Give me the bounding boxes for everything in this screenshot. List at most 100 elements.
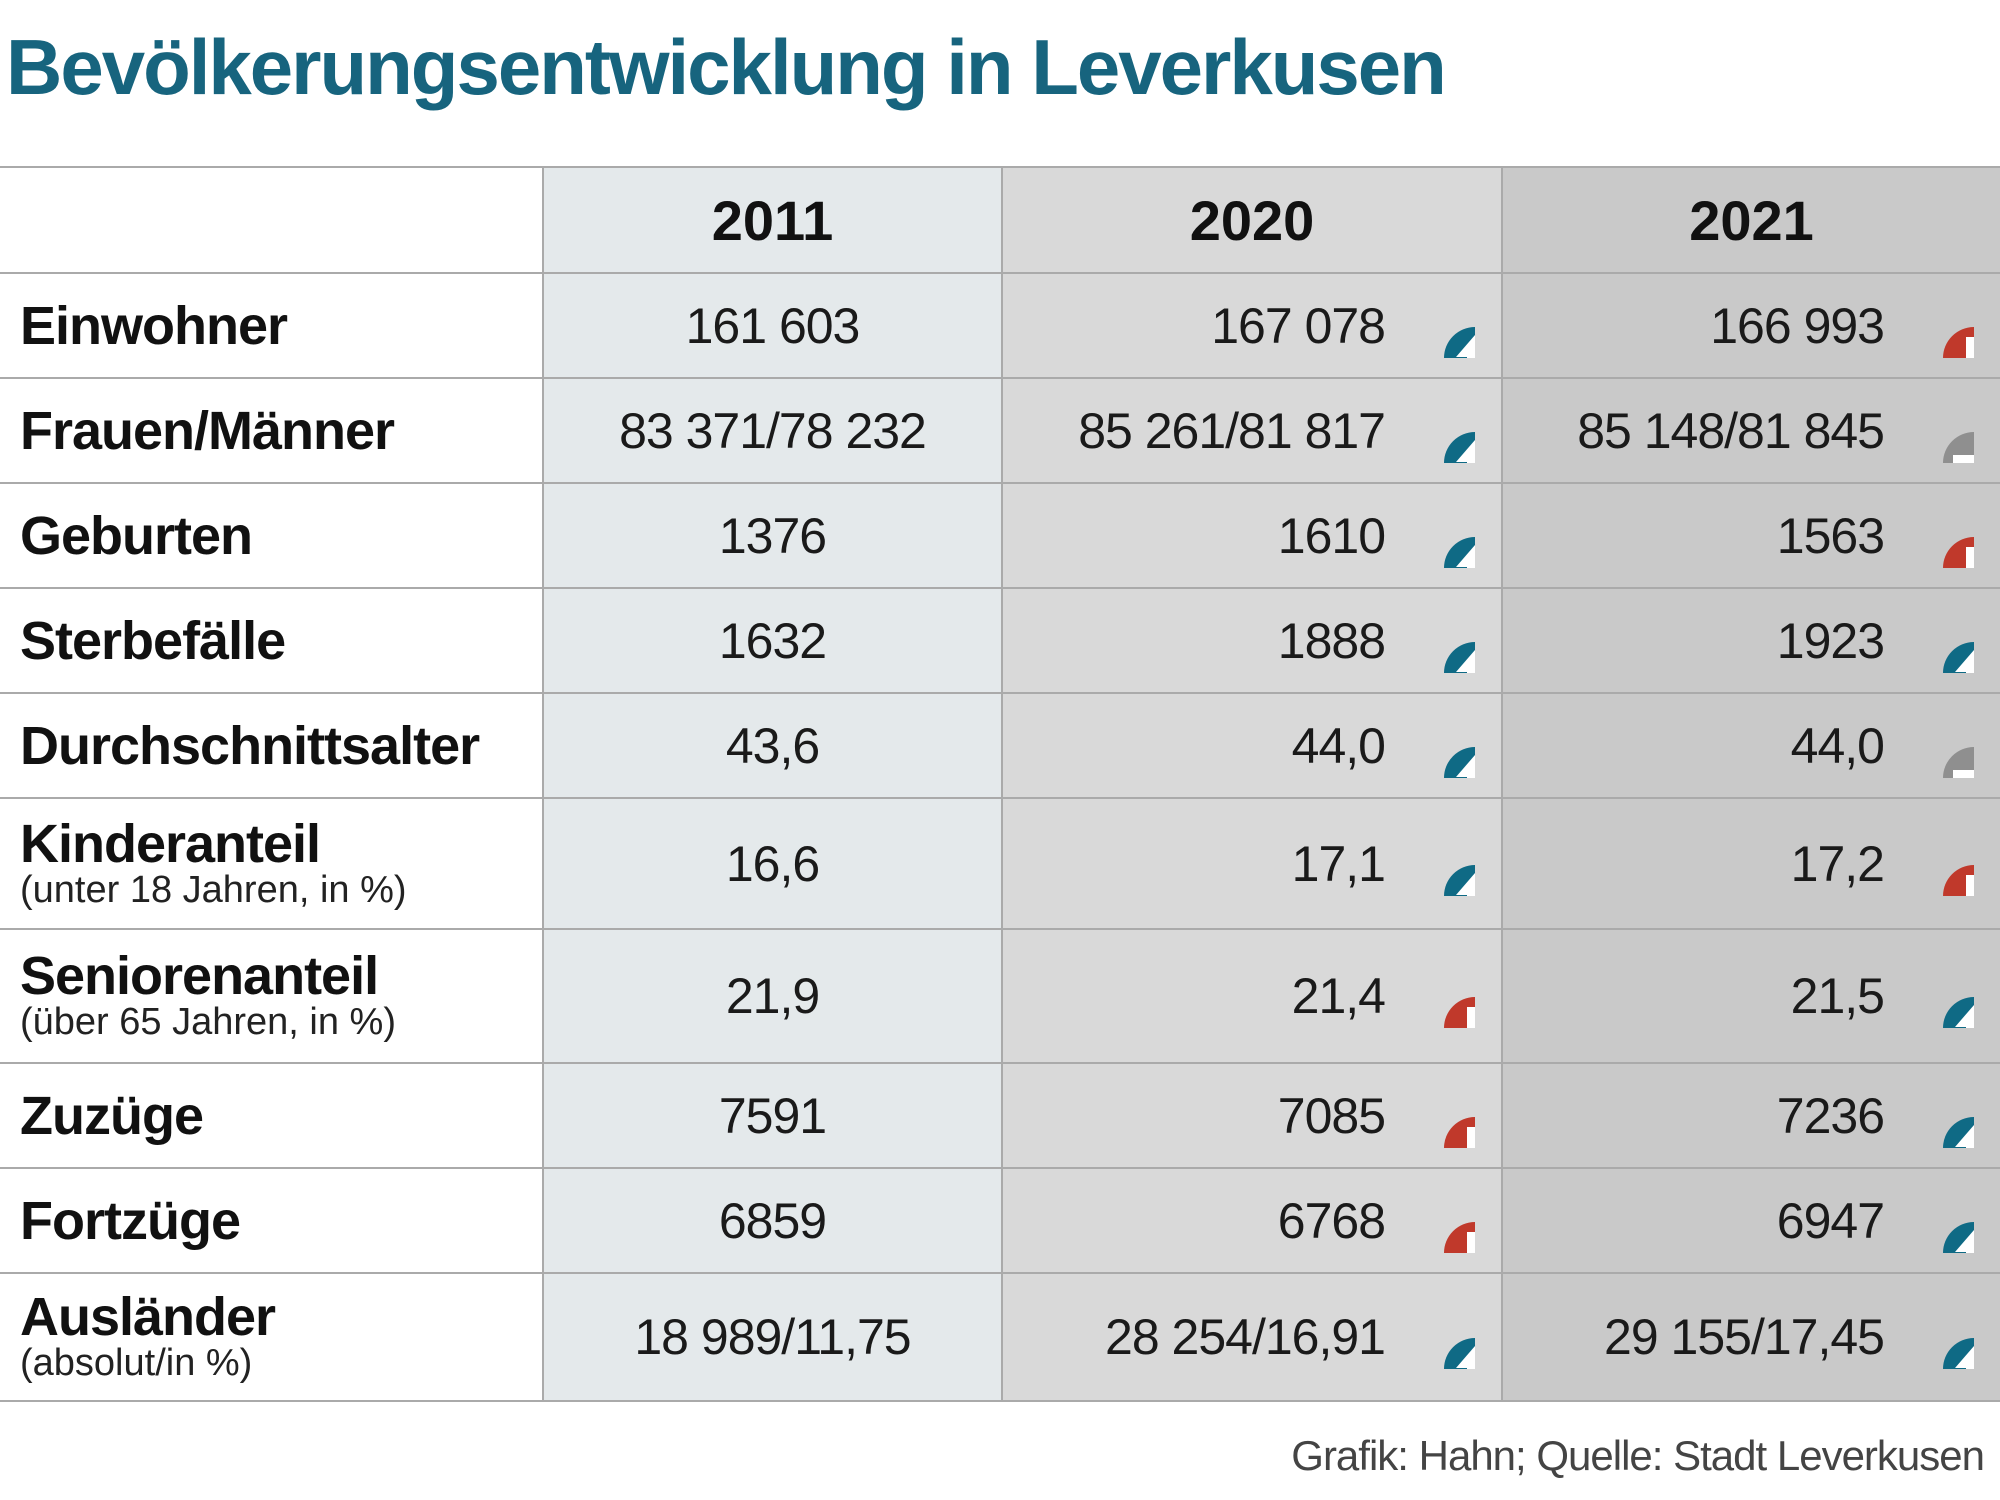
trend-arrow-up: [1910, 1305, 1974, 1369]
row-label-cell: Einwohner: [0, 272, 542, 377]
value-cell: 28 254/16,91: [1001, 1272, 1501, 1402]
row-label: Seniorenanteil: [20, 946, 379, 1007]
value-cell: 6859: [542, 1167, 1001, 1272]
value: 166 993: [1710, 297, 1885, 354]
value: 21,9: [725, 968, 820, 1024]
value: 21,4: [1291, 968, 1386, 1024]
value-cell: 21,9: [542, 928, 1001, 1062]
row-note: (unter 18 Jahren, in %): [20, 868, 407, 911]
value: 7591: [718, 1087, 827, 1144]
column-header: 2021: [1501, 166, 2000, 272]
value: 6859: [718, 1192, 827, 1249]
value: 1923: [1776, 612, 1885, 669]
value-cell: 44,0: [1501, 692, 2000, 797]
value: 85 261/81 817: [1078, 402, 1386, 459]
value: 7236: [1776, 1087, 1885, 1144]
value: 1888: [1277, 612, 1386, 669]
value-cell: 167 078: [1001, 272, 1501, 377]
row-label: Ausländer: [20, 1287, 276, 1348]
value-cell: 1563: [1501, 482, 2000, 587]
trend-arrow-down: [1411, 964, 1475, 1028]
value-cell: 7591: [542, 1062, 1001, 1167]
value-cell: 1376: [542, 482, 1001, 587]
value-cell: 21,5: [1501, 928, 2000, 1062]
trend-arrow-up: [1411, 294, 1475, 358]
trend-arrow-up: [1411, 832, 1475, 896]
value: 17,1: [1291, 835, 1386, 892]
value-cell: 166 993: [1501, 272, 2000, 377]
value-cell: 7236: [1501, 1062, 2000, 1167]
value: 1632: [718, 612, 827, 669]
title: Bevölkerungsentwicklung in Leverkusen: [6, 23, 1447, 111]
value-cell: 17,1: [1001, 797, 1501, 928]
trend-arrow-up: [1411, 609, 1475, 673]
value-cell: 44,0: [1001, 692, 1501, 797]
value-cell: 1923: [1501, 587, 2000, 692]
row-note: (absolut/in %): [20, 1342, 253, 1385]
trend-arrow-up: [1411, 714, 1475, 778]
value: 44,0: [1790, 717, 1885, 774]
value: 43,6: [725, 717, 820, 774]
value: 83 371/78 232: [619, 402, 927, 459]
column-header: 2020: [1001, 166, 1501, 272]
value-cell: 6947: [1501, 1167, 2000, 1272]
value-cell: 83 371/78 232: [542, 377, 1001, 482]
trend-arrow-down: [1910, 294, 1974, 358]
value: 21,5: [1790, 968, 1885, 1024]
trend-arrow-up: [1411, 504, 1475, 568]
trend-arrow-down: [1411, 1084, 1475, 1148]
value-cell: 85 148/81 845: [1501, 377, 2000, 482]
value: 161 603: [685, 297, 861, 354]
value: 18 989/11,75: [634, 1309, 911, 1365]
source: Grafik: Hahn; Quelle: Stadt Leverkusen: [1291, 1432, 1985, 1479]
value-cell: 1610: [1001, 482, 1501, 587]
row-label-cell: Fortzüge: [0, 1167, 542, 1272]
value: 6947: [1776, 1192, 1885, 1249]
trend-arrow-up: [1910, 964, 1974, 1028]
value: 1376: [718, 507, 827, 564]
row-label: Durchschnittsalter: [20, 715, 480, 776]
row-label-cell: Seniorenanteil (über 65 Jahren, in %): [0, 928, 542, 1062]
row-label: Fortzüge: [20, 1190, 241, 1251]
trend-arrow-up: [1910, 1189, 1974, 1253]
trend-arrow-down: [1910, 832, 1974, 896]
value-cell: 161 603: [542, 272, 1001, 377]
value-cell: 43,6: [542, 692, 1001, 797]
row-label: Kinderanteil: [20, 813, 321, 874]
value-cell: 85 261/81 817: [1001, 377, 1501, 482]
trend-arrow-down: [1411, 1189, 1475, 1253]
value: 44,0: [1291, 717, 1386, 774]
value-cell: 21,4: [1001, 928, 1501, 1062]
trend-arrow-down: [1910, 504, 1974, 568]
value-cell: 18 989/11,75: [542, 1272, 1001, 1402]
table: 2011 2020 2021 Einwohner 161 603 167 078 16…: [0, 166, 2000, 1402]
row-label-cell: Geburten: [0, 482, 542, 587]
value-cell: 6768: [1001, 1167, 1501, 1272]
trend-arrow-flat: [1910, 399, 1974, 463]
value: 16,6: [725, 835, 820, 892]
row-label-cell: Sterbefälle: [0, 587, 542, 692]
value: 1563: [1776, 507, 1885, 564]
row-label: Frauen/Männer: [20, 400, 395, 461]
value: 6768: [1277, 1192, 1386, 1249]
row-label-cell: Durchschnittsalter: [0, 692, 542, 797]
trend-arrow-up: [1910, 1084, 1974, 1148]
row-label: Einwohner: [20, 295, 288, 356]
row-label: Geburten: [20, 505, 253, 566]
trend-arrow-up: [1411, 1305, 1475, 1369]
row-label: Zuzüge: [20, 1085, 204, 1146]
value-cell: 17,2: [1501, 797, 2000, 928]
row-label: Sterbefälle: [20, 610, 286, 671]
value-cell: 1888: [1001, 587, 1501, 692]
trend-arrow-up: [1910, 609, 1974, 673]
trend-arrow-up: [1411, 399, 1475, 463]
row-label-cell: Kinderanteil (unter 18 Jahren, in %): [0, 797, 542, 928]
row-label-cell: Frauen/Männer: [0, 377, 542, 482]
value-cell: 29 155/17,45: [1501, 1272, 2000, 1402]
value: 85 148/81 845: [1577, 402, 1885, 459]
value-cell: 1632: [542, 587, 1001, 692]
row-note: (über 65 Jahren, in %): [20, 1001, 396, 1044]
row-label-cell: Ausländer (absolut/in %): [0, 1272, 542, 1402]
value-cell: 16,6: [542, 797, 1001, 928]
